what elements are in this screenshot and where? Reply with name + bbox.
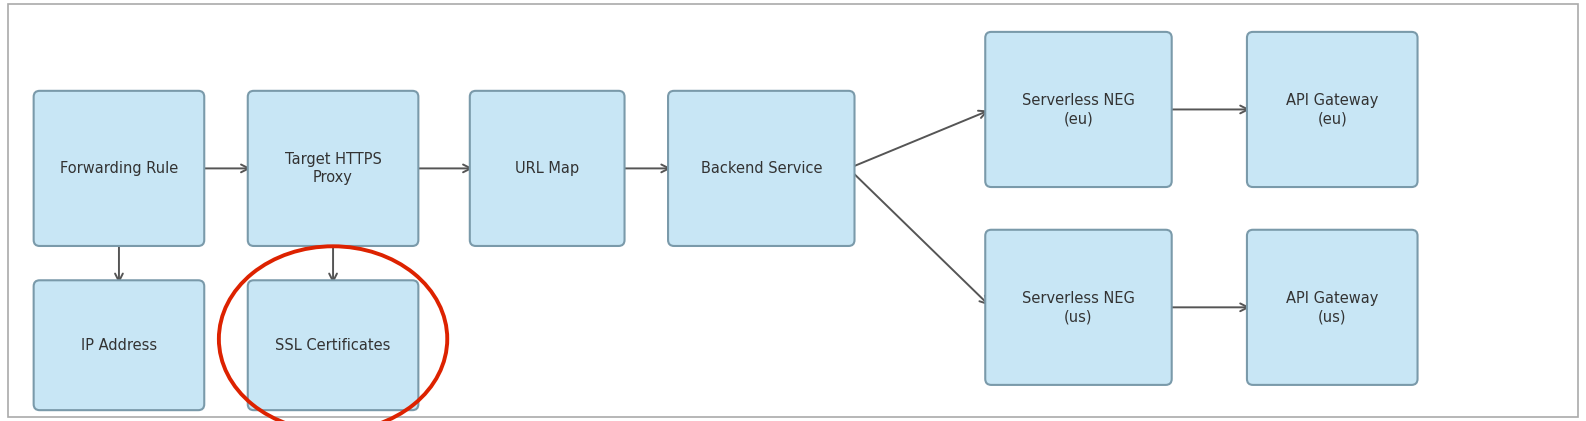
Text: Backend Service: Backend Service [701,161,822,176]
Text: Serverless NEG
(us): Serverless NEG (us) [1021,290,1136,324]
FancyBboxPatch shape [1247,230,1418,385]
Text: API Gateway
(eu): API Gateway (eu) [1286,93,1378,126]
FancyBboxPatch shape [469,91,625,246]
FancyBboxPatch shape [33,91,205,246]
FancyBboxPatch shape [985,230,1172,385]
FancyBboxPatch shape [668,91,855,246]
Text: Serverless NEG
(eu): Serverless NEG (eu) [1021,93,1136,126]
Text: SSL Certificates: SSL Certificates [276,338,390,353]
FancyBboxPatch shape [247,91,419,246]
FancyBboxPatch shape [247,280,419,410]
FancyBboxPatch shape [33,280,205,410]
FancyBboxPatch shape [1247,32,1418,187]
Text: Forwarding Rule: Forwarding Rule [60,161,178,176]
Text: IP Address: IP Address [81,338,157,353]
FancyBboxPatch shape [985,32,1172,187]
Text: URL Map: URL Map [515,161,579,176]
Text: API Gateway
(us): API Gateway (us) [1286,290,1378,324]
Text: Target HTTPS
Proxy: Target HTTPS Proxy [284,152,382,185]
